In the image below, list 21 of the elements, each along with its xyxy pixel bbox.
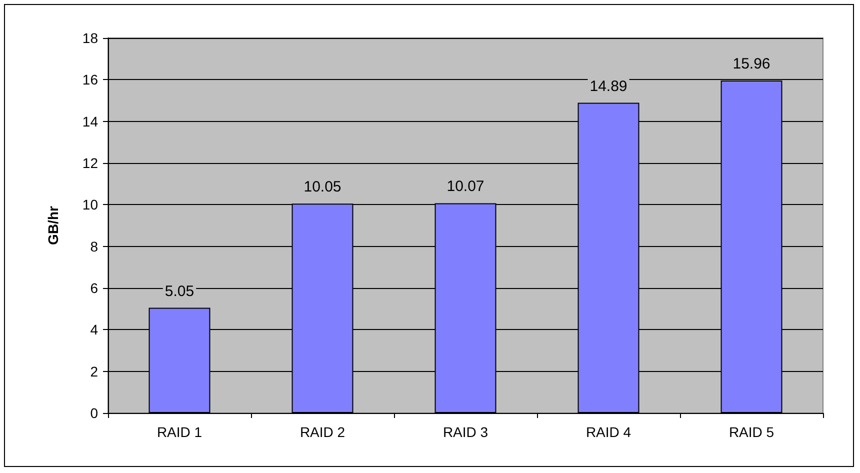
data-label: 14.89 <box>590 78 628 95</box>
x-tick-label: RAID 4 <box>586 424 632 440</box>
y-tick-label: 18 <box>82 30 98 46</box>
y-tick-label: 10 <box>82 196 98 213</box>
data-label: 10.05 <box>304 178 342 196</box>
y-tick-label: 0 <box>90 405 98 421</box>
y-tick-label: 8 <box>90 238 98 254</box>
x-tick-label: RAID 5 <box>728 424 774 440</box>
data-label: 5.05 <box>164 282 194 300</box>
x-tick-label: RAID 3 <box>442 424 488 440</box>
data-label: 15.96 <box>732 56 770 72</box>
y-tick-label: 2 <box>90 363 98 380</box>
data-label: 10.07 <box>446 178 484 196</box>
y-axis-title: GB/hr <box>45 206 61 245</box>
y-tick-label: 16 <box>82 72 98 88</box>
y-tick-label: 4 <box>90 322 98 338</box>
y-tick-label: 6 <box>90 280 98 296</box>
x-tick-label: RAID 2 <box>300 424 346 440</box>
y-tick-label: 14 <box>82 113 98 130</box>
y-tick-label: 12 <box>82 155 98 171</box>
x-tick-label: RAID 1 <box>156 424 202 440</box>
